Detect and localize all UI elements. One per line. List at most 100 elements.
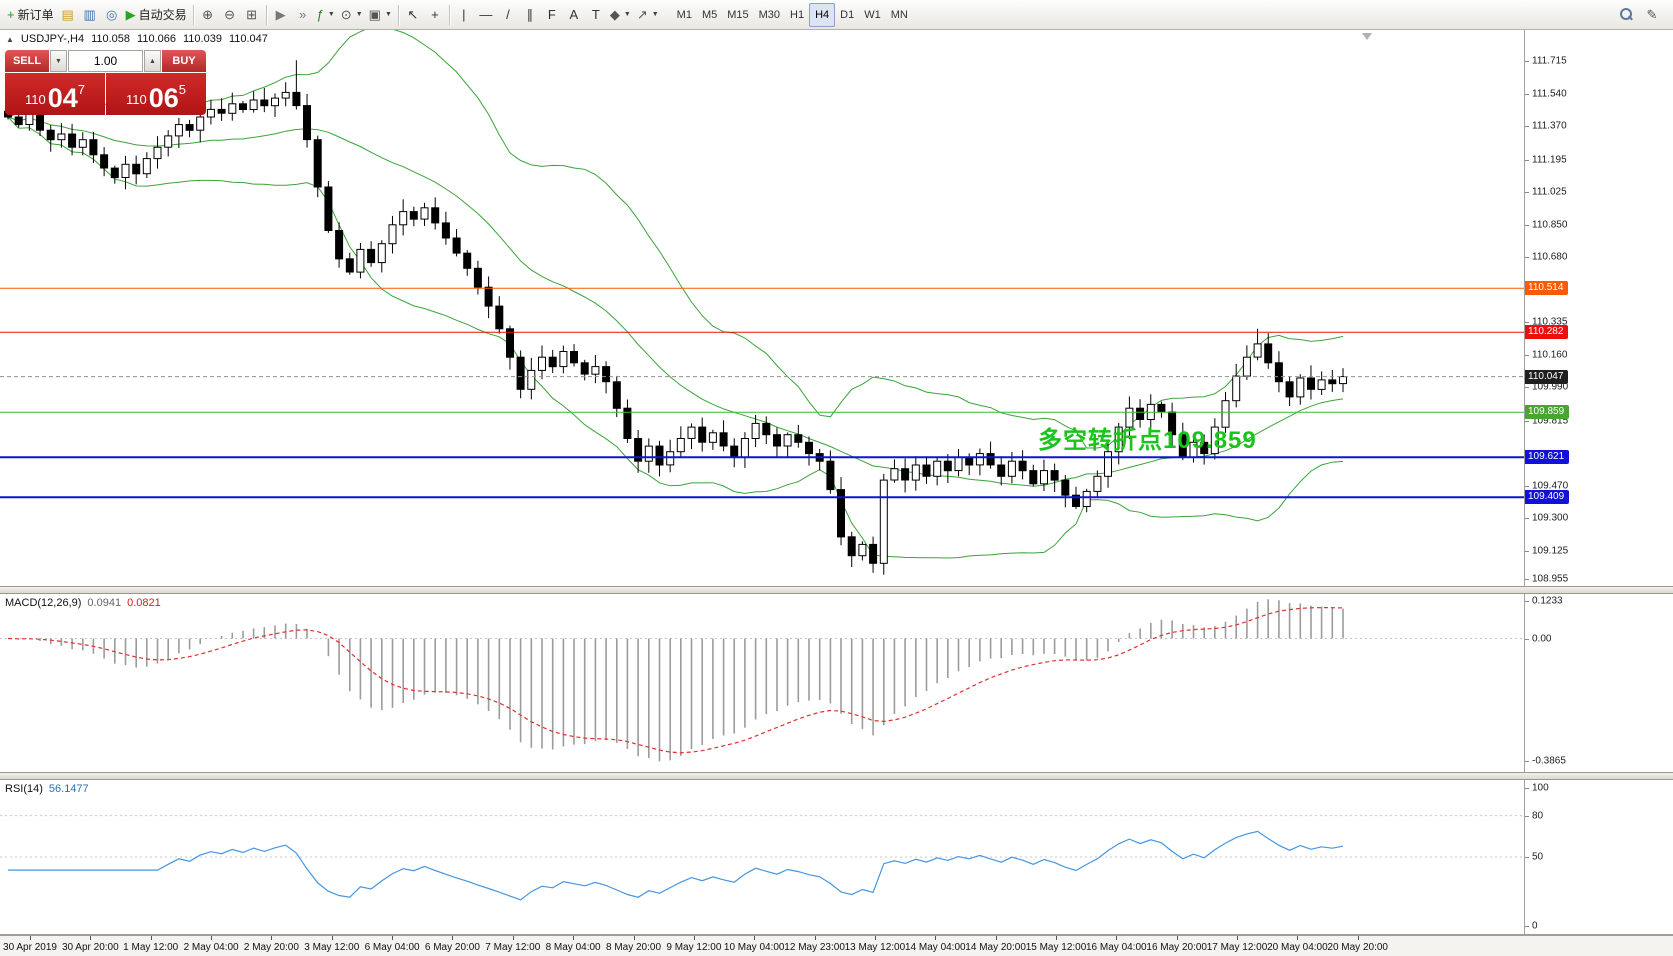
sell-price-button[interactable]: 110 04 7: [5, 73, 105, 115]
volume-input[interactable]: [68, 50, 143, 72]
panel-splitter[interactable]: [0, 772, 1673, 780]
candle-body: [1296, 377, 1305, 398]
time-axis-label: 20 May 20:00: [1327, 942, 1388, 953]
arrows-button[interactable]: ↗ ▼: [634, 3, 662, 27]
candle-body: [484, 286, 493, 307]
autotrading-button[interactable]: ▶ 自动交易: [123, 3, 190, 27]
time-axis-tick: [1237, 936, 1238, 940]
channel-button[interactable]: ∥: [519, 3, 541, 27]
zoom-out-icon: ⊖: [224, 7, 236, 22]
cursor-button[interactable]: ↖: [402, 3, 424, 27]
chart-shift-button[interactable]: »: [292, 3, 314, 27]
timeframe-w1-button[interactable]: W1: [864, 8, 881, 21]
rsi-value: 56.1477: [48, 783, 89, 795]
candle-body: [495, 305, 504, 330]
time-axis-tick: [150, 936, 152, 940]
new-order-button[interactable]: + 新订单: [4, 3, 57, 27]
candle-body: [249, 99, 258, 110]
timeframe-d1-button[interactable]: D1: [840, 8, 855, 21]
vertical-line-icon: |: [462, 7, 466, 22]
crosshair-button[interactable]: +: [424, 3, 446, 27]
price-axis[interactable]: 111.715 111.540 111.370 111.195 111.025 110.8…: [1524, 30, 1673, 586]
buy-price-button[interactable]: 110 06 5: [106, 73, 206, 115]
templates-button[interactable]: ▣ ▼: [366, 3, 395, 27]
trendline-button[interactable]: /: [497, 3, 519, 27]
candle-body: [14, 116, 23, 126]
volume-increase-button[interactable]: ▲: [144, 50, 161, 72]
time-axis-tick: [995, 936, 997, 940]
timeframe-h4-button[interactable]: H4: [809, 2, 836, 27]
candle-body: [655, 445, 664, 466]
price-axis-label: 110.160: [1532, 349, 1568, 361]
volume-decrease-button[interactable]: ▼: [50, 50, 67, 72]
rsi-axis[interactable]: 100 80 50 0: [1524, 780, 1673, 934]
macd-signal-line: [7, 606, 1344, 754]
sell-button[interactable]: SELL: [5, 50, 49, 72]
macd-name: MACD(12,26,9): [5, 597, 82, 609]
time-axis-label: 30 Apr 20:00: [61, 942, 119, 953]
buy-button[interactable]: BUY: [162, 50, 206, 72]
timeframe-m15-button[interactable]: M15: [727, 8, 749, 21]
zoom-out-button[interactable]: ⊖: [219, 3, 241, 27]
buy-price-prefix: 110: [125, 92, 147, 107]
edit-button[interactable]: ✎: [1641, 3, 1663, 27]
time-axis[interactable]: 30 Apr 2019 30 Apr 20:00 1 May 12:00 2 May …: [0, 934, 1673, 956]
time-axis-label: 12 May 23:00: [784, 942, 845, 953]
macd-signal-value: 0.0821: [127, 597, 161, 609]
horizontal-line-icon: —: [479, 7, 493, 22]
panel-splitter[interactable]: [0, 586, 1673, 594]
fibonacci-button[interactable]: F: [541, 3, 563, 27]
candle-body: [313, 139, 322, 188]
chevron-down-icon: ▼: [651, 11, 659, 18]
axis-tick: [1525, 815, 1529, 817]
macd-axis[interactable]: 0.1233 0.00 -0.3865: [1524, 594, 1673, 772]
candle-body: [911, 464, 920, 481]
candle-body: [292, 91, 301, 107]
chevron-down-icon: ▼: [384, 11, 392, 18]
text-button[interactable]: A: [563, 3, 585, 27]
label-button[interactable]: T: [585, 3, 607, 27]
axis-tick: [1525, 761, 1529, 763]
price-chart[interactable]: ▲ USDJPY-,H4 110.058 110.066 110.039 110…: [0, 30, 1524, 586]
candle-body: [623, 407, 632, 440]
candle-body: [164, 135, 173, 148]
horizontal-line-button[interactable]: —: [475, 3, 497, 27]
time-axis-tick: [392, 936, 394, 940]
timeframe-mn-button[interactable]: MN: [890, 8, 908, 21]
timeframe-h1-button[interactable]: H1: [790, 8, 805, 21]
timeframe-m5-button[interactable]: M5: [701, 8, 718, 21]
time-axis-label: 16 May 04:00: [1085, 942, 1147, 953]
price-level-tag: 109.859: [1525, 405, 1570, 420]
search-button[interactable]: [1615, 3, 1637, 27]
time-axis-tick: [331, 936, 333, 940]
shapes-button[interactable]: ◆ ▼: [607, 3, 634, 27]
timeframe-m30-button[interactable]: M30: [758, 8, 781, 21]
macd-chart[interactable]: MACD(12,26,9) 0.0941 0.0821: [0, 594, 1524, 772]
time-axis-label: 7 May 12:00: [485, 942, 541, 953]
zoom-in-button[interactable]: ⊕: [197, 3, 219, 27]
autoscroll-button[interactable]: ▶: [270, 3, 292, 27]
time-axis-label: 14 May 04:00: [904, 942, 966, 953]
candle-body: [324, 186, 333, 231]
rsi-chart[interactable]: RSI(14) 56.1477: [0, 780, 1524, 934]
tile-windows-button[interactable]: ⊞: [241, 3, 263, 27]
market-watch-button[interactable]: ▤: [57, 3, 79, 27]
candle-body: [89, 139, 98, 156]
arrows-icon: ↗: [636, 7, 648, 22]
candle-body: [441, 222, 450, 239]
candle-body: [1307, 377, 1315, 390]
vertical-line-button[interactable]: |: [453, 3, 475, 27]
navigator-button[interactable]: ◎: [101, 3, 123, 27]
periods-button[interactable]: ⊙ ▼: [338, 3, 366, 27]
price-axis-label: 111.195: [1532, 154, 1567, 165]
timeframe-m1-button[interactable]: M1: [676, 8, 692, 21]
macd-axis-label: 0.1233: [1532, 595, 1563, 607]
candle-body: [1093, 475, 1102, 492]
candle-body: [1253, 343, 1262, 358]
candle-body: [676, 438, 685, 453]
indicators-button[interactable]: ƒ ▼: [314, 3, 338, 27]
macd-axis-label: 0.00: [1532, 633, 1552, 644]
market-watch-icon: ▤: [61, 7, 74, 22]
data-window-button[interactable]: ▥: [79, 3, 101, 27]
